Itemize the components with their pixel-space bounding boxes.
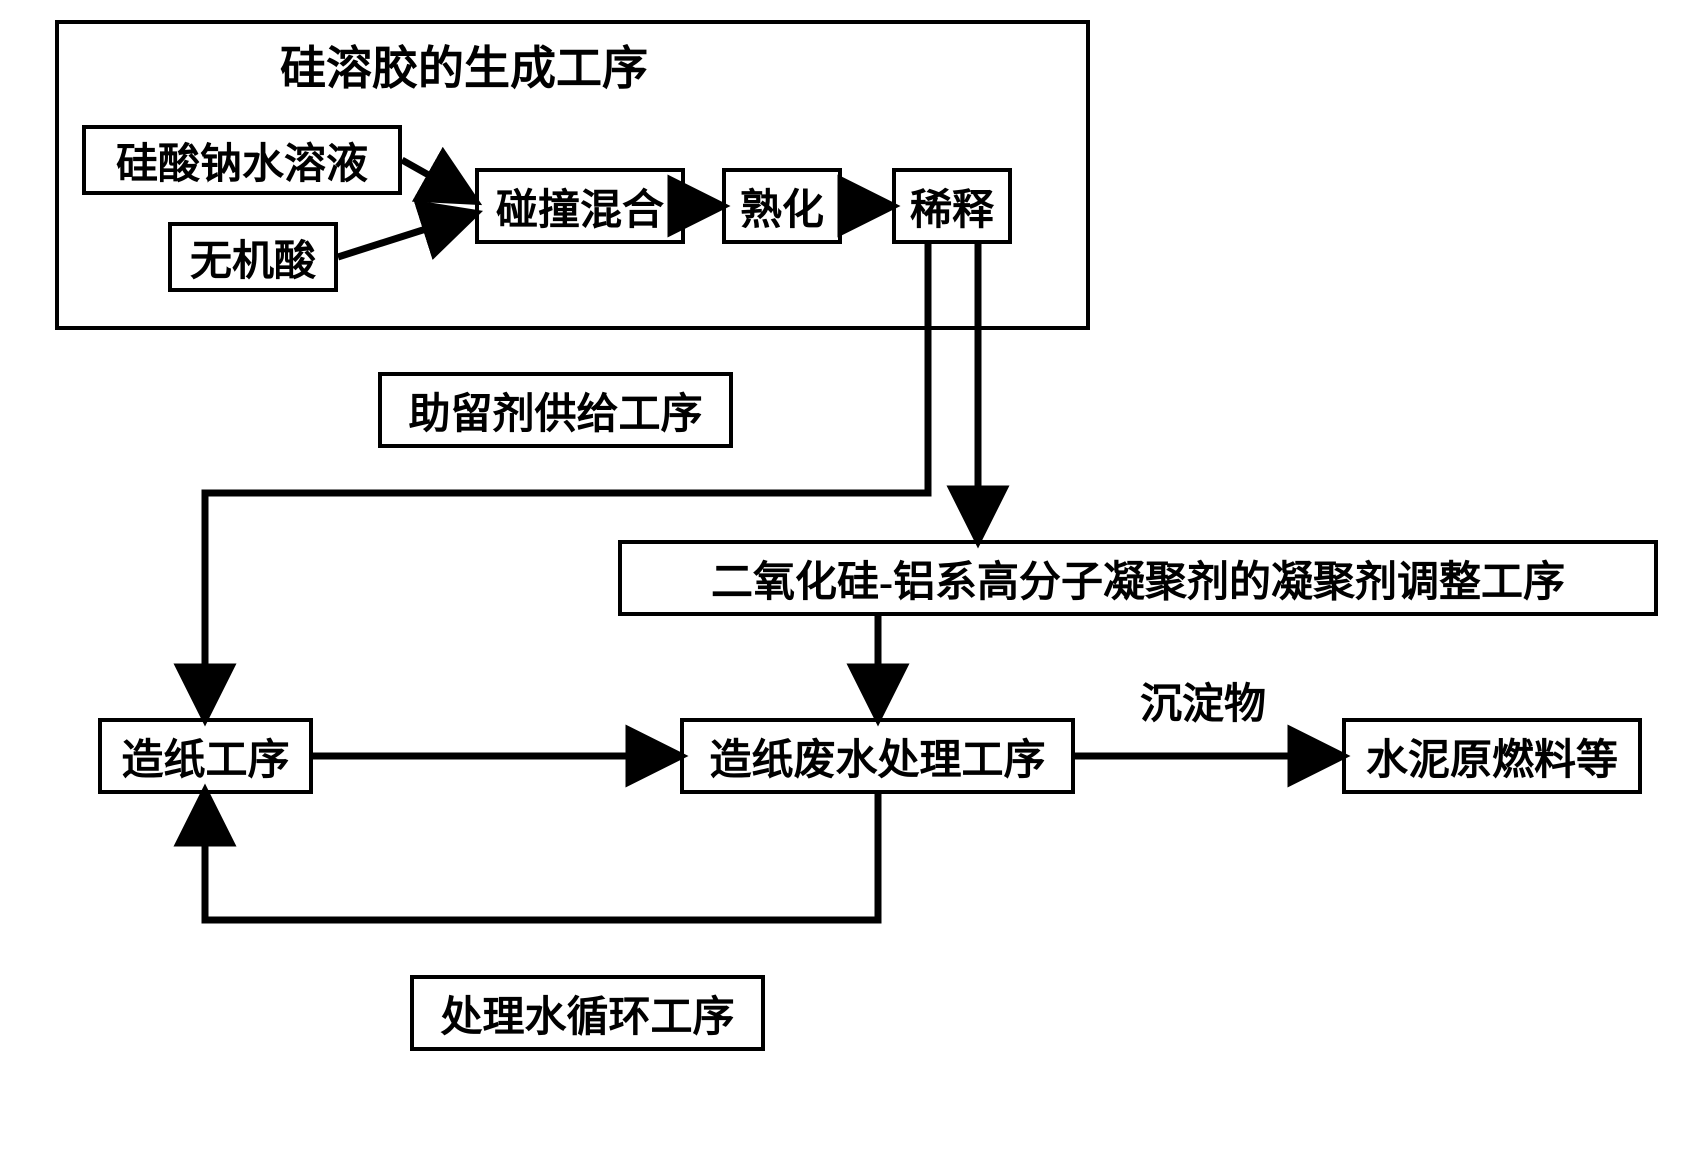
node-aging: 熟化 xyxy=(722,168,842,244)
node-papermaking: 造纸工序 xyxy=(98,718,313,794)
node-wastewater: 造纸废水处理工序 xyxy=(680,718,1075,794)
node-retention-supply: 助留剂供给工序 xyxy=(378,372,733,448)
label-sediment: 沉淀物 xyxy=(1140,670,1266,731)
group-title: 硅溶胶的生成工序 xyxy=(280,32,648,98)
node-inorganic-acid: 无机酸 xyxy=(168,222,338,292)
node-sodium-silicate: 硅酸钠水溶液 xyxy=(82,125,402,195)
node-label: 碰撞混合 xyxy=(496,176,664,237)
node-recycle: 处理水循环工序 xyxy=(410,975,765,1051)
node-flocculant-adj: 二氧化硅-铝系高分子凝聚剂的凝聚剂调整工序 xyxy=(618,540,1658,616)
node-label: 稀释 xyxy=(910,176,994,237)
node-label: 造纸工序 xyxy=(121,726,289,787)
node-cement: 水泥原燃料等 xyxy=(1342,718,1642,794)
node-label: 二氧化硅-铝系高分子凝聚剂的凝聚剂调整工序 xyxy=(711,548,1565,609)
node-label: 水泥原燃料等 xyxy=(1366,726,1618,787)
node-label: 造纸废水处理工序 xyxy=(709,726,1045,787)
node-label: 熟化 xyxy=(740,176,824,237)
edge xyxy=(205,794,878,920)
node-label: 助留剂供给工序 xyxy=(408,380,702,441)
node-label: 硅酸钠水溶液 xyxy=(116,130,368,191)
flowchart-canvas: 硅溶胶的生成工序 硅酸钠水溶液 无机酸 碰撞混合 熟化 稀释 助留剂供给工序 二… xyxy=(0,0,1702,1155)
node-dilution: 稀释 xyxy=(892,168,1012,244)
node-collision-mix: 碰撞混合 xyxy=(475,168,685,244)
node-label: 处理水循环工序 xyxy=(440,983,734,1044)
node-label: 无机酸 xyxy=(190,227,316,288)
